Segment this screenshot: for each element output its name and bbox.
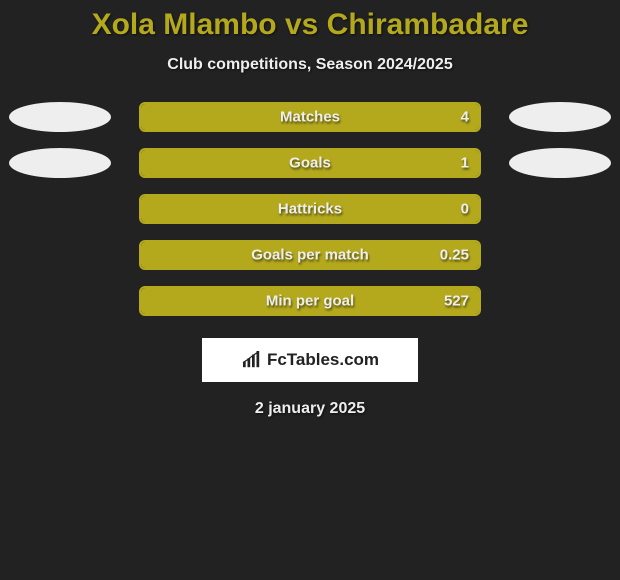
stat-label: Goals [289,155,331,172]
barchart-icon [241,351,263,369]
stat-bar: Matches 4 [139,102,481,132]
stat-row: Hattricks 0 [0,194,620,224]
page-title: Xola Mlambo vs Chirambadare [0,8,620,42]
stat-row: Matches 4 [0,102,620,132]
page-subtitle: Club competitions, Season 2024/2025 [0,56,620,74]
stat-value: 527 [444,293,469,310]
stat-bar: Min per goal 527 [139,286,481,316]
stat-value: 1 [461,155,469,172]
stat-bar: Goals 1 [139,148,481,178]
player-oval-left [9,102,111,132]
stat-value: 0 [461,201,469,218]
stat-bar: Goals per match 0.25 [139,240,481,270]
stat-rows: Matches 4 Goals 1 Hattricks 0 Goals per match 0… [0,102,620,316]
player-oval-left [9,148,111,178]
stat-label: Min per goal [266,293,354,310]
player-oval-right [509,148,611,178]
logo-box: FcTables.com [202,338,418,382]
stat-label: Matches [280,109,340,126]
infographic-container: Xola Mlambo vs Chirambadare Club competi… [0,0,620,418]
stat-value: 4 [461,109,469,126]
stat-label: Goals per match [251,247,369,264]
stat-row: Goals 1 [0,148,620,178]
stat-bar: Hattricks 0 [139,194,481,224]
stat-value: 0.25 [440,247,469,264]
date-text: 2 january 2025 [0,400,620,418]
stat-label: Hattricks [278,201,342,218]
stat-row: Goals per match 0.25 [0,240,620,270]
stat-row: Min per goal 527 [0,286,620,316]
player-oval-right [509,102,611,132]
logo-text: FcTables.com [267,350,379,370]
